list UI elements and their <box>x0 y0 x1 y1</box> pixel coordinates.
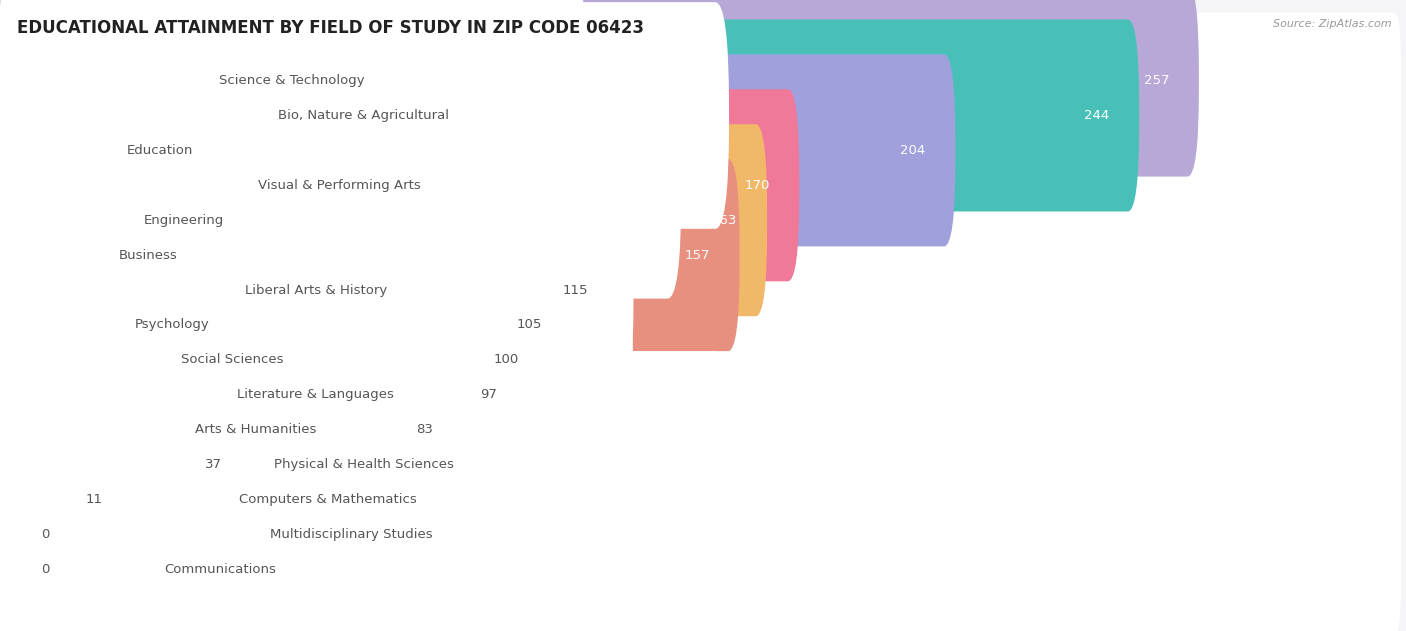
FancyBboxPatch shape <box>0 351 730 578</box>
FancyBboxPatch shape <box>0 369 188 561</box>
FancyBboxPatch shape <box>0 222 1400 358</box>
Text: 163: 163 <box>711 214 737 227</box>
Text: Liberal Arts & History: Liberal Arts & History <box>245 283 387 297</box>
FancyBboxPatch shape <box>0 473 25 631</box>
Text: Engineering: Engineering <box>145 214 225 227</box>
FancyBboxPatch shape <box>0 316 515 543</box>
FancyBboxPatch shape <box>0 20 1139 211</box>
FancyBboxPatch shape <box>0 177 634 403</box>
FancyBboxPatch shape <box>0 48 1400 183</box>
Text: Arts & Humanities: Arts & Humanities <box>195 423 316 436</box>
FancyBboxPatch shape <box>0 299 464 491</box>
FancyBboxPatch shape <box>0 467 1400 602</box>
FancyBboxPatch shape <box>0 327 1400 463</box>
FancyBboxPatch shape <box>0 502 1400 631</box>
FancyBboxPatch shape <box>0 404 69 596</box>
Text: 97: 97 <box>479 388 496 401</box>
FancyBboxPatch shape <box>0 187 1400 323</box>
Text: Science & Technology: Science & Technology <box>219 74 364 87</box>
Text: 0: 0 <box>42 563 49 576</box>
Text: 100: 100 <box>494 353 519 367</box>
Text: 204: 204 <box>900 144 925 157</box>
FancyBboxPatch shape <box>0 142 299 369</box>
FancyBboxPatch shape <box>0 386 658 613</box>
Text: Literature & Languages: Literature & Languages <box>238 388 394 401</box>
Text: 115: 115 <box>562 283 588 297</box>
FancyBboxPatch shape <box>0 37 323 264</box>
Text: Visual & Performing Arts: Visual & Performing Arts <box>259 179 420 192</box>
FancyBboxPatch shape <box>0 264 478 456</box>
Text: Psychology: Psychology <box>135 319 209 331</box>
Text: Social Sciences: Social Sciences <box>181 353 284 367</box>
Text: Bio, Nature & Agricultural: Bio, Nature & Agricultural <box>278 109 449 122</box>
FancyBboxPatch shape <box>0 334 399 526</box>
FancyBboxPatch shape <box>0 117 1400 253</box>
FancyBboxPatch shape <box>0 194 547 386</box>
Text: 257: 257 <box>1143 74 1168 87</box>
FancyBboxPatch shape <box>0 0 1199 177</box>
FancyBboxPatch shape <box>0 247 467 473</box>
FancyBboxPatch shape <box>0 54 956 246</box>
FancyBboxPatch shape <box>0 159 740 351</box>
FancyBboxPatch shape <box>0 107 371 334</box>
Text: Education: Education <box>128 144 194 157</box>
FancyBboxPatch shape <box>0 281 634 508</box>
Text: 83: 83 <box>416 423 433 436</box>
FancyBboxPatch shape <box>0 2 730 229</box>
Text: 244: 244 <box>1084 109 1109 122</box>
FancyBboxPatch shape <box>0 439 25 630</box>
Text: 157: 157 <box>685 249 710 262</box>
Text: Multidisciplinary Studies: Multidisciplinary Studies <box>270 528 433 541</box>
FancyBboxPatch shape <box>0 0 586 194</box>
FancyBboxPatch shape <box>0 456 443 631</box>
Text: 105: 105 <box>517 319 543 331</box>
FancyBboxPatch shape <box>0 72 682 298</box>
Text: 11: 11 <box>86 493 103 506</box>
Text: Source: ZipAtlas.com: Source: ZipAtlas.com <box>1274 19 1392 29</box>
Text: 0: 0 <box>42 528 49 541</box>
Text: 170: 170 <box>744 179 769 192</box>
FancyBboxPatch shape <box>0 124 768 316</box>
FancyBboxPatch shape <box>0 292 1400 428</box>
Text: EDUCATIONAL ATTAINMENT BY FIELD OF STUDY IN ZIP CODE 06423: EDUCATIONAL ATTAINMENT BY FIELD OF STUDY… <box>17 19 644 37</box>
FancyBboxPatch shape <box>0 83 1400 218</box>
Text: Communications: Communications <box>165 563 276 576</box>
FancyBboxPatch shape <box>0 13 1400 148</box>
FancyBboxPatch shape <box>0 397 1400 533</box>
Text: Computers & Mathematics: Computers & Mathematics <box>239 493 416 506</box>
Text: Physical & Health Sciences: Physical & Health Sciences <box>274 458 453 471</box>
FancyBboxPatch shape <box>0 229 501 421</box>
Text: 37: 37 <box>204 458 222 471</box>
FancyBboxPatch shape <box>0 257 1400 392</box>
Text: Business: Business <box>120 249 179 262</box>
FancyBboxPatch shape <box>0 421 706 631</box>
FancyBboxPatch shape <box>0 211 347 439</box>
FancyBboxPatch shape <box>0 153 1400 288</box>
FancyBboxPatch shape <box>0 362 1400 497</box>
FancyBboxPatch shape <box>0 90 799 281</box>
FancyBboxPatch shape <box>0 432 1400 567</box>
